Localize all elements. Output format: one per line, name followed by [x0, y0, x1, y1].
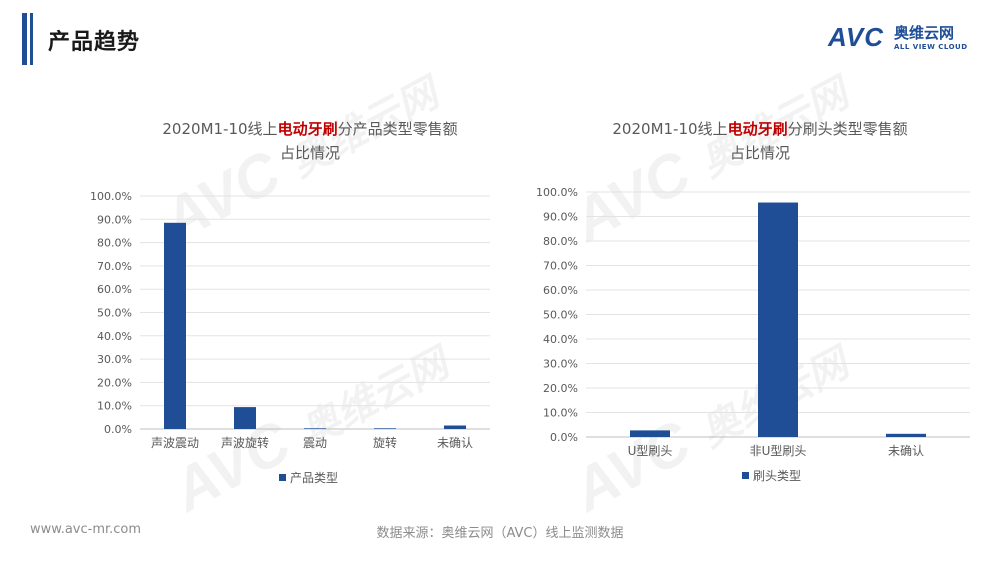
bar: [304, 428, 326, 429]
x-tick-label: 震动: [303, 436, 327, 450]
logo-en: ALL VIEW CLOUD: [894, 43, 968, 51]
bar: [234, 407, 256, 429]
y-tick-label: 80.0%: [97, 237, 132, 250]
x-tick-label: 非U型刷头: [750, 444, 807, 458]
bar: [886, 433, 926, 437]
chart-title-prefix: 2020M1-10线上: [612, 120, 728, 138]
chart-title-product-type: 2020M1-10线上电动牙刷分产品类型零售额 占比情况: [100, 117, 520, 165]
y-tick-label: 30.0%: [97, 353, 132, 366]
chart-title-highlight: 电动牙刷: [727, 120, 788, 138]
bar: [630, 430, 670, 437]
y-tick-label: 20.0%: [543, 382, 578, 395]
bar: [758, 202, 798, 437]
legend-label: 刷头类型: [753, 469, 801, 483]
legend-swatch: [279, 474, 286, 481]
y-tick-label: 70.0%: [97, 260, 132, 273]
y-tick-label: 0.0%: [550, 431, 578, 444]
y-tick-label: 40.0%: [97, 330, 132, 343]
y-tick-label: 20.0%: [97, 376, 132, 389]
chart-title-brush-head-type: 2020M1-10线上电动牙刷分刷头类型零售额 占比情况: [555, 117, 965, 165]
bar: [374, 428, 396, 429]
title-accent-bar: [22, 13, 27, 65]
y-tick-label: 10.0%: [543, 407, 578, 420]
avc-logo: AVC 奥维云网 ALL VIEW CLOUD: [828, 22, 978, 58]
y-tick-label: 30.0%: [543, 358, 578, 371]
y-tick-label: 100.0%: [90, 190, 132, 203]
y-tick-label: 60.0%: [97, 283, 132, 296]
x-tick-label: 声波旋转: [221, 435, 269, 450]
y-tick-label: 70.0%: [543, 260, 578, 273]
y-tick-label: 10.0%: [97, 400, 132, 413]
bar: [444, 425, 466, 429]
y-tick-label: 50.0%: [543, 309, 578, 322]
y-tick-label: 60.0%: [543, 284, 578, 297]
bar-chart-brush-head-type: 0.0% 10.0% 20.0% 30.0% 40.0% 50.0% 60.0% 70.0% 8…: [536, 186, 970, 483]
footer-website: www.avc-mr.com: [30, 522, 142, 537]
x-tick-label: 声波震动: [151, 436, 199, 450]
logo-cn: 奥维云网: [894, 24, 955, 42]
bar: [164, 222, 186, 429]
page-title: 产品趋势: [48, 30, 141, 55]
chart-title-highlight: 电动牙刷: [277, 120, 338, 138]
legend-label: 产品类型: [290, 471, 338, 485]
x-tick-label: 旋转: [373, 435, 397, 450]
y-tick-label: 0.0%: [104, 423, 132, 436]
chart-title-suffix: 分产品类型零售额: [337, 120, 458, 138]
y-tick-label: 90.0%: [543, 211, 578, 224]
title-accent-bar-secondary: [30, 13, 33, 65]
x-tick-label: 未确认: [888, 444, 924, 458]
chart-title-prefix: 2020M1-10线上: [162, 120, 278, 138]
y-tick-label: 80.0%: [543, 235, 578, 248]
y-tick-label: 100.0%: [536, 186, 578, 199]
y-tick-label: 50.0%: [97, 307, 132, 320]
x-tick-label: U型刷头: [628, 444, 673, 458]
y-tick-label: 90.0%: [97, 213, 132, 226]
logo-brand: AVC: [828, 22, 884, 52]
chart-title-suffix: 分刷头类型零售额: [787, 120, 908, 138]
x-tick-label: 未确认: [437, 436, 473, 450]
y-tick-label: 40.0%: [543, 333, 578, 346]
legend-swatch: [742, 472, 749, 479]
chart-title-line2: 占比情况: [729, 144, 790, 162]
footer-source: 数据来源：奥维云网（AVC）线上监测数据: [376, 526, 624, 541]
bar-chart-product-type: 0.0% 10.0% 20.0% 30.0% 40.0% 50.0% 60.0% 70.0% 8…: [90, 190, 490, 485]
chart-title-line2: 占比情况: [279, 144, 340, 162]
